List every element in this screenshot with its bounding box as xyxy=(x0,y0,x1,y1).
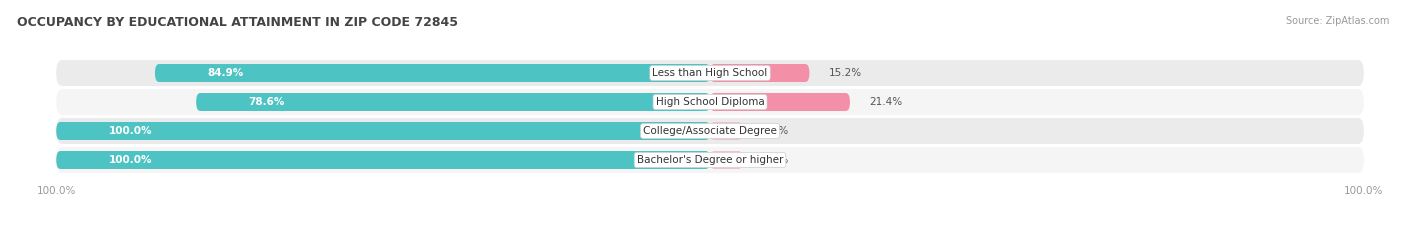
Text: 100.0%: 100.0% xyxy=(108,155,152,165)
Text: Bachelor's Degree or higher: Bachelor's Degree or higher xyxy=(637,155,783,165)
Text: Less than High School: Less than High School xyxy=(652,68,768,78)
Text: 0.0%: 0.0% xyxy=(762,126,789,136)
Text: Source: ZipAtlas.com: Source: ZipAtlas.com xyxy=(1285,16,1389,26)
Text: 0.0%: 0.0% xyxy=(762,155,789,165)
Text: 78.6%: 78.6% xyxy=(249,97,285,107)
Text: 15.2%: 15.2% xyxy=(830,68,862,78)
FancyBboxPatch shape xyxy=(56,60,1364,86)
FancyBboxPatch shape xyxy=(710,64,810,82)
FancyBboxPatch shape xyxy=(56,151,710,169)
FancyBboxPatch shape xyxy=(56,122,710,140)
FancyBboxPatch shape xyxy=(56,89,1364,115)
Text: High School Diploma: High School Diploma xyxy=(655,97,765,107)
FancyBboxPatch shape xyxy=(155,64,710,82)
FancyBboxPatch shape xyxy=(710,122,742,140)
Text: 84.9%: 84.9% xyxy=(207,68,243,78)
Text: 100.0%: 100.0% xyxy=(108,126,152,136)
Text: College/Associate Degree: College/Associate Degree xyxy=(643,126,778,136)
Text: OCCUPANCY BY EDUCATIONAL ATTAINMENT IN ZIP CODE 72845: OCCUPANCY BY EDUCATIONAL ATTAINMENT IN Z… xyxy=(17,16,458,29)
FancyBboxPatch shape xyxy=(56,118,1364,144)
Text: 21.4%: 21.4% xyxy=(869,97,903,107)
FancyBboxPatch shape xyxy=(710,93,851,111)
FancyBboxPatch shape xyxy=(56,147,1364,173)
FancyBboxPatch shape xyxy=(197,93,710,111)
FancyBboxPatch shape xyxy=(710,151,742,169)
